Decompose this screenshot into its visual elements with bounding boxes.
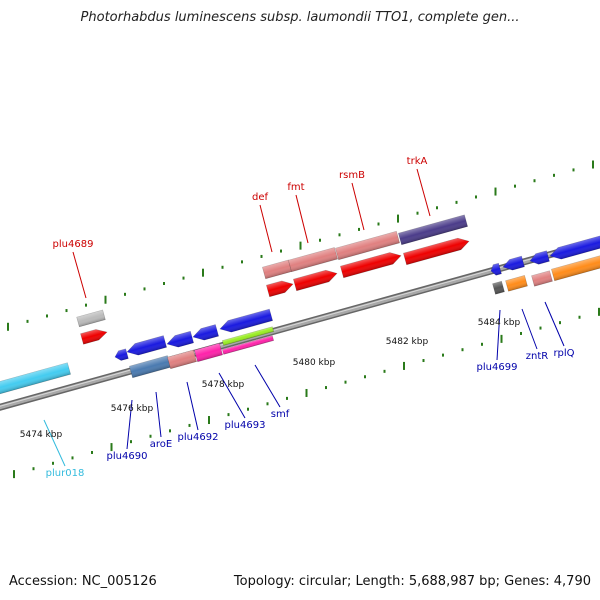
plu4699-label: plu4699 xyxy=(477,362,518,373)
plu4693-band-gene xyxy=(221,326,275,346)
zntR-arrow-gene xyxy=(502,255,525,271)
plur018-leader-line xyxy=(43,419,66,467)
plu4692-label: plu4692 xyxy=(178,432,219,443)
rsmB-leader-line xyxy=(351,182,365,231)
plu4692-leader-line xyxy=(186,381,199,431)
rsmB-box-gene xyxy=(335,230,400,261)
trkA-leader-line xyxy=(416,168,431,217)
rplQ-leader-line xyxy=(544,301,565,347)
trkA-arrow-gene xyxy=(403,237,470,266)
def-leader-line xyxy=(259,204,273,253)
plu4689-box-gene xyxy=(76,309,106,328)
rplQ-small-box-gene xyxy=(531,270,553,287)
plu4690-box-gene xyxy=(129,355,171,379)
fmt-label: fmt xyxy=(287,182,304,193)
plu4689-label: plu4689 xyxy=(53,239,94,250)
fmt-arrow-gene xyxy=(293,269,338,292)
scale-label: 5480 kbp xyxy=(293,358,336,368)
plu4693-label: plu4693 xyxy=(225,420,266,431)
scale-label: 5478 kbp xyxy=(202,380,245,390)
plu4692-arrow-gene xyxy=(192,324,219,341)
accession-text: Accession: NC_005126 xyxy=(9,574,157,589)
plu4689-arrow-gene xyxy=(80,329,108,345)
scale-label: 5474 kbp xyxy=(20,430,63,440)
aroE-label: aroE xyxy=(150,439,172,450)
rplQ-box-gene xyxy=(551,254,600,282)
rplQ-small-arrow-gene xyxy=(529,250,550,265)
def-arrow-gene xyxy=(266,280,294,298)
rplQ-label: rplQ xyxy=(553,348,574,359)
genome-summary-text: Topology: circular; Length: 5,688,987 bp… xyxy=(233,574,591,589)
plur018-box-gene xyxy=(0,362,71,396)
zntR-box-gene xyxy=(505,275,528,292)
def-label: def xyxy=(252,192,269,203)
plur018-label: plur018 xyxy=(46,468,85,479)
plu4699-arrow-gene xyxy=(490,262,502,276)
def-box-gene xyxy=(262,259,292,280)
small-blue-arrow-gene xyxy=(114,348,129,361)
trkA-box-gene xyxy=(398,214,468,246)
plu4692-box-gene xyxy=(194,342,223,363)
plu4690-leader-line xyxy=(126,399,133,450)
scale-label: 5482 kbp xyxy=(386,337,429,347)
scale-label: 5484 kbp xyxy=(478,318,521,328)
plu4690-arrow-gene xyxy=(126,335,167,356)
rplQ-arrow-gene xyxy=(549,234,600,260)
rsmB-label: rsmB xyxy=(339,170,365,181)
plu4699-leader-line xyxy=(496,309,501,361)
smf-label: smf xyxy=(271,409,290,420)
tick-marks xyxy=(7,160,600,479)
zntR-leader-line xyxy=(521,308,538,350)
gene-features xyxy=(0,214,600,396)
rsmB-arrow-gene xyxy=(340,252,402,279)
plu4699-box-gene xyxy=(492,280,505,295)
smf-arrow-gene xyxy=(219,308,273,333)
plu4690-label: plu4690 xyxy=(107,451,148,462)
scale-label: 5476 kbp xyxy=(111,404,154,414)
aroE-leader-line xyxy=(155,391,162,438)
fmt-leader-line xyxy=(295,194,309,244)
zntR-label: zntR xyxy=(526,351,549,362)
plu4693-box-gene xyxy=(221,335,275,355)
aroE-arrow-gene xyxy=(166,330,194,348)
plu4693-leader-line xyxy=(218,372,246,419)
plu4689-leader-line xyxy=(72,251,87,299)
trkA-label: trkA xyxy=(407,156,428,167)
map-title: Photorhabdus luminescens subsp. laumondi… xyxy=(80,10,520,25)
smf-leader-line xyxy=(254,364,281,408)
aroE-box-gene xyxy=(167,349,197,370)
fmt-box-gene xyxy=(288,247,338,273)
